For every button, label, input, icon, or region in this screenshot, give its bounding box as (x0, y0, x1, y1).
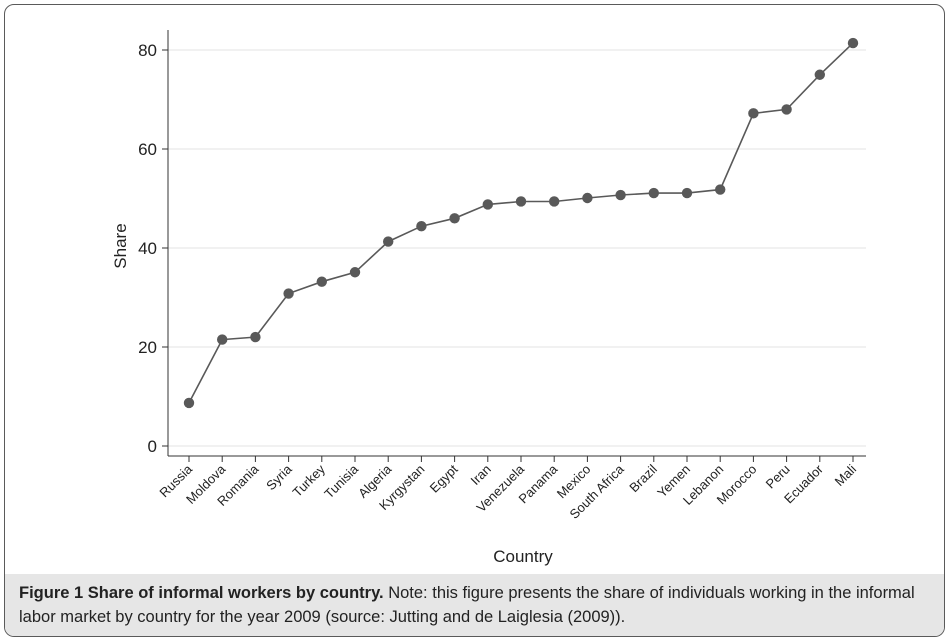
y-tick-label: 0 (148, 437, 157, 456)
data-point (250, 331, 261, 343)
data-point (582, 192, 593, 204)
x-tick-label: Egypt (427, 461, 461, 495)
data-points (183, 37, 859, 409)
x-tick-label: Peru (763, 462, 793, 492)
x-tick-label: Mali (832, 461, 860, 489)
series-line (188, 42, 854, 404)
caption-label: Figure 1 Share of informal workers by co… (19, 584, 384, 602)
data-point (515, 196, 527, 207)
y-axis-label: Share (111, 223, 130, 268)
data-point (715, 184, 726, 195)
x-tick-label: Iran (467, 462, 493, 488)
data-point (648, 187, 659, 199)
data-point (781, 104, 792, 115)
caption-bar: Figure 1 Share of informal workers by co… (5, 574, 944, 636)
data-point (416, 221, 427, 232)
y-tick-label: 60 (138, 140, 157, 159)
data-point (183, 397, 195, 409)
y-tick-labels: 0 20 40 60 80 (138, 41, 157, 456)
gridlines (168, 49, 866, 447)
figure-caption: Figure 1 Share of informal workers by co… (19, 581, 939, 629)
y-tick-label: 80 (138, 41, 157, 60)
data-point (283, 288, 294, 299)
x-tick-label: Turkey (290, 461, 329, 500)
data-point (615, 189, 626, 201)
data-point (847, 37, 859, 49)
data-point (482, 199, 493, 210)
axes (162, 30, 866, 462)
data-point (449, 213, 460, 224)
data-point (383, 236, 394, 247)
data-point (217, 334, 228, 345)
y-tick-label: 40 (138, 239, 157, 258)
x-axis-label: Country (493, 547, 553, 566)
data-point (349, 267, 361, 278)
data-point (549, 196, 560, 207)
data-point (316, 276, 327, 287)
caption-text: Note: this figure presents the share of … (19, 584, 915, 626)
y-tick-label: 20 (138, 338, 157, 357)
data-point (814, 69, 825, 80)
data-point (748, 108, 759, 119)
x-tick-label: Tunisia (321, 461, 361, 501)
data-point (681, 187, 693, 199)
series-path (188, 42, 854, 404)
